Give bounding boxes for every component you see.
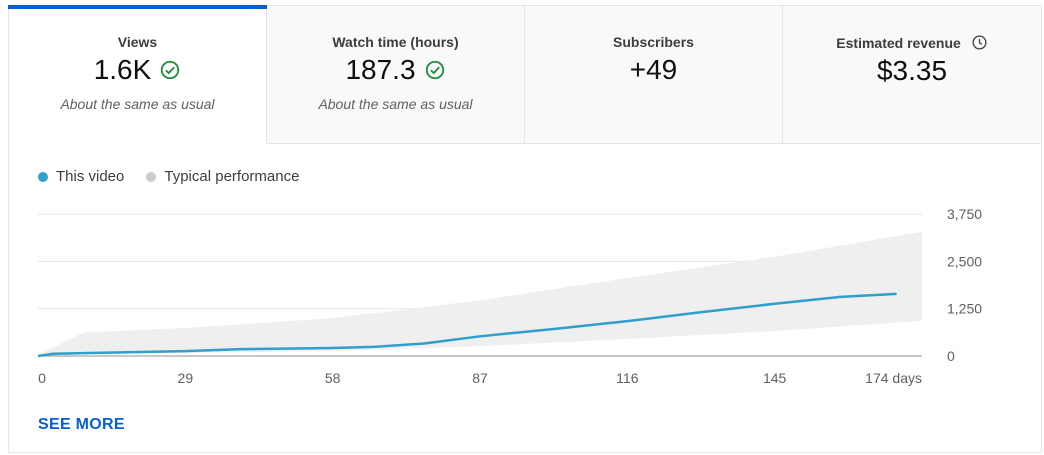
metric-tab-subscribers[interactable]: Subscribers +49	[525, 6, 783, 144]
legend-item-typical: Typical performance	[146, 168, 299, 185]
metric-tab-watch-time[interactable]: Watch time (hours) 187.3 About the same …	[267, 6, 525, 144]
x-tick-label: 174 days	[865, 370, 922, 386]
metric-note: About the same as usual	[60, 96, 215, 112]
y-tick-label: 0	[947, 348, 955, 364]
metric-label: Watch time (hours)	[332, 34, 459, 50]
y-tick-label: 2,500	[947, 253, 982, 269]
metric-note: About the same as usual	[318, 96, 473, 112]
metric-tab-views[interactable]: Views 1.6K About the same as usual	[8, 5, 267, 144]
check-circle-icon	[161, 60, 180, 80]
legend-item-this-video: This video	[38, 168, 124, 185]
typical-performance-band	[38, 231, 922, 356]
x-tick-label: 87	[472, 370, 488, 386]
metric-label: Views	[117, 34, 158, 50]
see-more-link[interactable]: SEE MORE	[38, 416, 125, 433]
x-tick-label: 116	[616, 370, 639, 386]
legend-dot-icon	[38, 171, 48, 182]
metric-value: +49	[629, 54, 678, 85]
metric-label: Subscribers	[613, 34, 694, 50]
legend-dot-icon	[146, 171, 157, 182]
x-tick-label: 58	[325, 370, 341, 386]
legend-label: This video	[56, 168, 125, 185]
y-tick-label: 3,750	[947, 206, 982, 222]
analytics-card: Views 1.6K About the same as usual Watch…	[8, 5, 1042, 453]
y-tick-label: 1,250	[947, 301, 982, 317]
metric-label: Estimated revenue	[836, 35, 961, 51]
x-tick-label: 145	[763, 370, 787, 386]
metric-tabs: Views 1.6K About the same as usual Watch…	[8, 5, 1041, 144]
metric-value: $3.35	[876, 55, 948, 86]
series-line-this-video	[37, 292, 897, 358]
clock-icon[interactable]	[971, 34, 988, 51]
legend-label: Typical performance	[164, 168, 300, 185]
views-chart: 0 1,250 2,500 3,750 0 29 58 87 116 145 174 days	[37, 206, 982, 386]
metric-value: 1.6K	[93, 54, 152, 85]
metric-value: 187.3	[345, 54, 416, 85]
x-tick-label: 29	[178, 370, 194, 386]
chart-legend: This video Typical performance	[38, 168, 299, 185]
x-tick-label: 0	[38, 370, 46, 386]
metric-tab-estimated-revenue[interactable]: Estimated revenue $3.35	[783, 6, 1041, 144]
check-circle-icon	[425, 60, 444, 80]
